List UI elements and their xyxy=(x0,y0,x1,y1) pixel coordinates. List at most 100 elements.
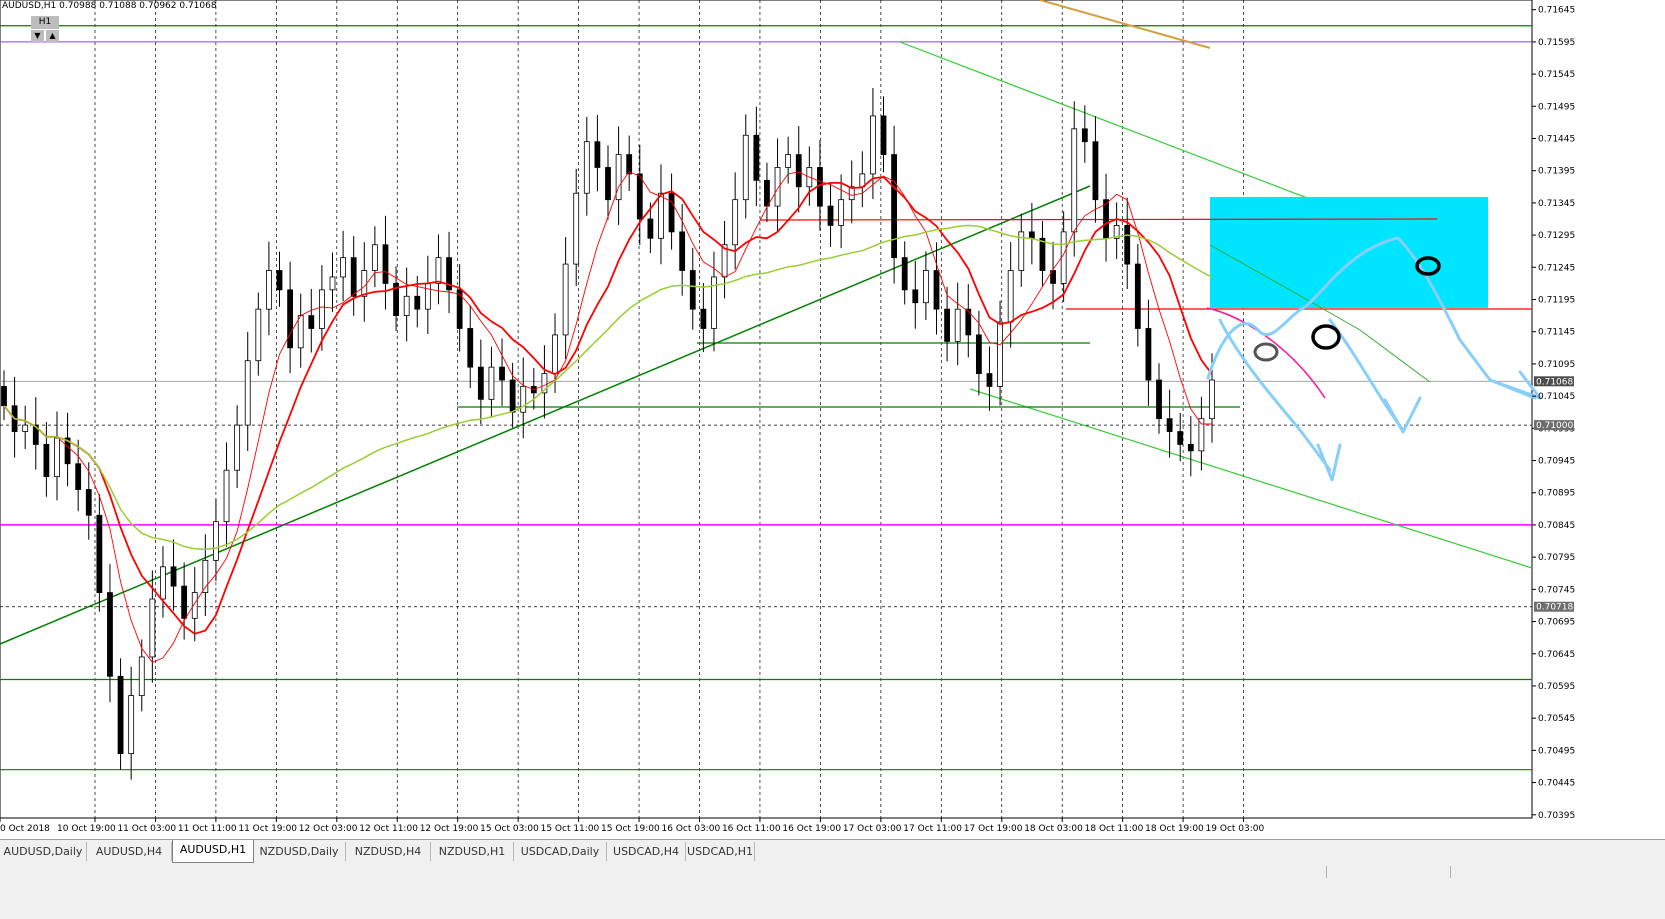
tab-audusd-h4[interactable]: AUDUSD,H4 xyxy=(87,842,172,861)
candle-body xyxy=(1156,379,1162,420)
candle-body xyxy=(488,366,495,400)
timeframe-up-button[interactable]: ▲ xyxy=(46,30,59,42)
price-chart[interactable]: 0.71645 0.71595 0.71545 0.71495 0.71445 0.713… xyxy=(0,0,1665,838)
price-marker xyxy=(1534,420,1574,431)
candle-body xyxy=(202,559,209,593)
candle-body xyxy=(880,115,887,155)
time-label: 17 Oct 03:00 xyxy=(843,824,902,834)
projection-line[interactable] xyxy=(1209,244,1431,383)
candle-body xyxy=(552,334,558,374)
candle-body xyxy=(997,321,1003,387)
candle-body xyxy=(128,695,135,754)
circle-marker-icon[interactable] xyxy=(1415,256,1441,276)
candle-body xyxy=(870,115,876,175)
ma-fast-line xyxy=(3,171,1212,663)
candle-body xyxy=(499,366,505,381)
candle-body xyxy=(181,585,188,619)
downtrend-lower-line[interactable] xyxy=(969,388,1533,569)
candle-body xyxy=(266,270,272,310)
candle-body xyxy=(1039,237,1046,271)
price-label: 0.70895 xyxy=(1538,489,1575,499)
tab-audusd-daily[interactable]: AUDUSD,Daily xyxy=(0,842,87,861)
candle-body xyxy=(234,424,241,471)
forecast-path-icon[interactable] xyxy=(1206,236,1537,400)
tab-nzdusd-h4[interactable]: NZDUSD,H4 xyxy=(346,842,431,861)
candle-body xyxy=(668,192,675,233)
time-label: 18 Oct 03:00 xyxy=(1024,824,1083,834)
arrow-down-icon[interactable] xyxy=(1383,396,1422,434)
candle-body xyxy=(107,592,113,677)
candle-body xyxy=(965,308,972,336)
uptrend-line[interactable] xyxy=(0,185,1091,645)
candle-body xyxy=(255,308,262,362)
candle-body xyxy=(1177,431,1184,445)
candle-body xyxy=(1007,270,1014,323)
chart-grid xyxy=(0,0,1533,819)
price-label: 0.70795 xyxy=(1538,553,1575,563)
symbol-info: AUDUSD,H1 0.70988 0.71088 0.70962 0.7106… xyxy=(2,1,217,11)
tab-nzdusd-h1[interactable]: NZDUSD,H1 xyxy=(431,842,514,861)
candle-body xyxy=(340,257,346,278)
time-label: 12 Oct 11:00 xyxy=(359,824,418,834)
timeframe-control[interactable]: H1 ▼ ▲ xyxy=(31,16,59,42)
forecast-path-icon[interactable] xyxy=(1218,318,1332,472)
price-label: 0.70395 xyxy=(1538,811,1575,821)
candle-body xyxy=(54,437,60,478)
candle-body xyxy=(848,186,855,201)
candle-body xyxy=(764,179,770,207)
moving-averages xyxy=(3,0,1213,663)
status-bar xyxy=(0,864,1665,919)
time-label: 12 Oct 03:00 xyxy=(299,824,358,834)
timeframe-down-button[interactable]: ▼ xyxy=(31,30,44,42)
price-label: 0.71245 xyxy=(1538,263,1575,273)
candle-body xyxy=(541,373,548,394)
circle-marker-icon[interactable] xyxy=(1311,324,1341,350)
ma-slow-line xyxy=(3,224,1213,551)
arrow-down-icon[interactable] xyxy=(1316,443,1342,482)
candle-body xyxy=(1081,128,1088,143)
candle-body xyxy=(509,379,516,413)
candle-body xyxy=(922,270,929,304)
candle-body xyxy=(605,167,611,201)
candle-body xyxy=(1113,225,1120,239)
resistance-zone[interactable] xyxy=(1210,197,1488,308)
candle-body xyxy=(424,283,431,310)
price-label: 0.71395 xyxy=(1538,167,1575,177)
price-label: 0.71095 xyxy=(1538,360,1575,370)
red-resistance-line[interactable] xyxy=(759,218,1438,221)
time-label: 11 Oct 11:00 xyxy=(178,824,237,834)
candle-body xyxy=(732,199,739,246)
candle-body xyxy=(1050,270,1056,284)
candle-body xyxy=(138,656,145,697)
candle-body xyxy=(933,270,940,310)
tab-nzdusd-daily[interactable]: NZDUSD,Daily xyxy=(253,842,346,861)
price-marker xyxy=(1534,601,1574,612)
candle-body xyxy=(456,289,463,329)
candle-body xyxy=(371,244,378,271)
tab-usdcad-daily[interactable]: USDCAD,Daily xyxy=(514,842,607,861)
tab-audusd-h1[interactable]: AUDUSD,H1 xyxy=(172,840,254,863)
time-label: 15 Oct 11:00 xyxy=(541,824,600,834)
time-label: 15 Oct 19:00 xyxy=(601,824,660,834)
tab-usdcad-h1[interactable]: USDCAD,H1 xyxy=(686,842,755,861)
candle-body xyxy=(795,154,802,188)
trendline-drawings[interactable] xyxy=(0,41,1533,645)
circle-marker-icon[interactable] xyxy=(1253,342,1279,362)
time-label: 16 Oct 11:00 xyxy=(722,824,781,834)
arrow-right-icon[interactable] xyxy=(1488,370,1542,400)
candle-body xyxy=(838,199,845,226)
candle-body xyxy=(1060,231,1067,284)
candle-body xyxy=(43,444,50,478)
hand-annotations[interactable] xyxy=(1206,236,1542,482)
price-label: 0.71545 xyxy=(1538,70,1575,80)
time-label: 17 Oct 11:00 xyxy=(903,824,962,834)
price-label: 0.70595 xyxy=(1538,682,1575,692)
price-marker-label: 0.71000 xyxy=(1536,421,1573,431)
tab-usdcad-h4[interactable]: USDCAD,H4 xyxy=(607,842,686,861)
candle-body xyxy=(213,521,219,561)
candle-body xyxy=(1028,231,1035,239)
candle-body xyxy=(583,141,590,194)
price-marker-label: 0.70718 xyxy=(1536,603,1573,613)
time-label: 15 Oct 03:00 xyxy=(480,824,539,834)
candle-body xyxy=(901,257,908,291)
